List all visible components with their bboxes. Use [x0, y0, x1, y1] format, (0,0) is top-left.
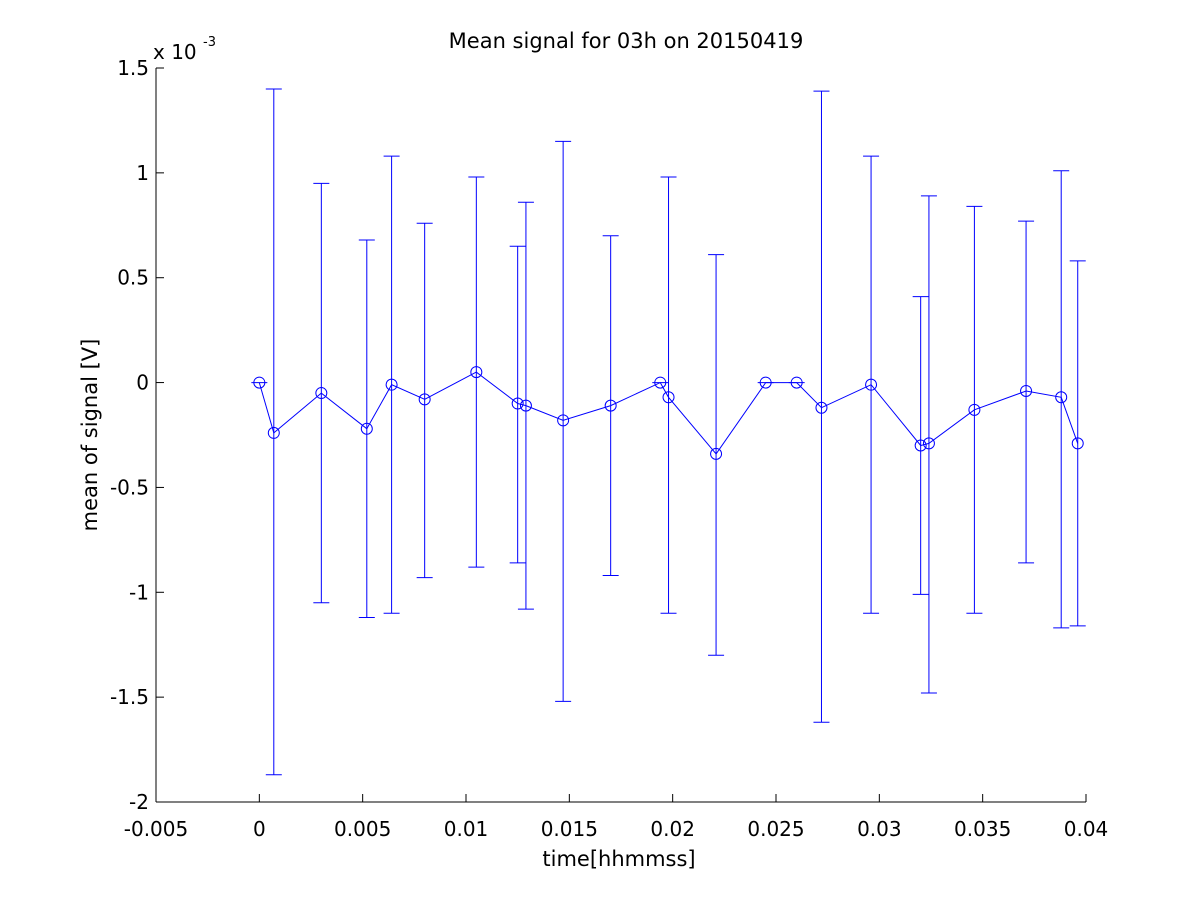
data-point	[790, 376, 803, 389]
data-point	[922, 437, 935, 450]
axes: -0.005 0 0.005 0.01 0.015 0.02 0.025 0.03 0.035 0…	[110, 56, 1108, 841]
error-bar	[1053, 170, 1070, 629]
data-point	[1020, 384, 1033, 397]
x-tick-label: 0.01	[444, 817, 489, 841]
data-point	[604, 399, 617, 412]
series-line	[258, 371, 1079, 455]
data-point	[654, 376, 667, 389]
data-point	[710, 447, 723, 460]
error-bar	[416, 222, 433, 579]
y-tick-label: -2	[129, 790, 149, 814]
x-tick-label: 0	[253, 817, 266, 841]
y-tick-label: 0.5	[117, 266, 149, 290]
x-tick-label: 0.03	[857, 817, 902, 841]
data-point	[557, 414, 570, 427]
data-point	[360, 422, 373, 435]
data-point	[315, 387, 328, 400]
y-exponent-power: -3	[203, 35, 216, 50]
data-point	[914, 439, 927, 452]
x-tick-label: 0.025	[747, 817, 804, 841]
y-tick-label: 1.5	[117, 56, 149, 80]
y-tick-label: -1.5	[110, 685, 149, 709]
data-point	[662, 391, 675, 404]
y-exponent-label: x 10 -3	[153, 35, 216, 64]
data-point	[1071, 437, 1084, 450]
x-tick-label: 0.015	[541, 817, 598, 841]
x-tick-label: 0.04	[1064, 817, 1109, 841]
data-point	[865, 378, 878, 391]
x-tick-label: 0.035	[954, 817, 1011, 841]
x-tick-label: 0.02	[650, 817, 695, 841]
data-point	[511, 397, 524, 410]
y-tick-label: -0.5	[110, 475, 149, 499]
error-bar	[813, 90, 830, 723]
data-point	[267, 426, 280, 439]
chart-title: Mean signal for 03h on 20150419	[449, 29, 804, 53]
error-bar	[708, 254, 725, 656]
error-bar	[555, 140, 572, 702]
error-bar	[1018, 220, 1035, 564]
error-bar	[920, 195, 937, 694]
data-point	[759, 376, 772, 389]
y-tick-label: 1	[136, 161, 149, 185]
data-point	[253, 376, 266, 389]
error-bar	[509, 245, 526, 564]
error-bar	[660, 176, 677, 614]
data-point	[418, 393, 431, 406]
plot-area	[251, 88, 1086, 776]
y-axis-label: mean of signal [V]	[78, 339, 102, 532]
y-tick-label: 0	[136, 371, 149, 395]
data-point	[385, 378, 398, 391]
data-point	[519, 399, 532, 412]
y-tick-label: -1	[129, 580, 149, 604]
data-point	[815, 401, 828, 414]
data-point	[470, 366, 483, 379]
data-point	[1055, 391, 1068, 404]
x-axis-label: time[hhmmss]	[542, 847, 695, 871]
y-exponent-base: x 10	[153, 40, 197, 64]
x-tick-label: -0.005	[124, 817, 188, 841]
data-point	[968, 403, 981, 416]
error-bar	[1069, 260, 1086, 627]
x-tick-label: 0.005	[334, 817, 391, 841]
